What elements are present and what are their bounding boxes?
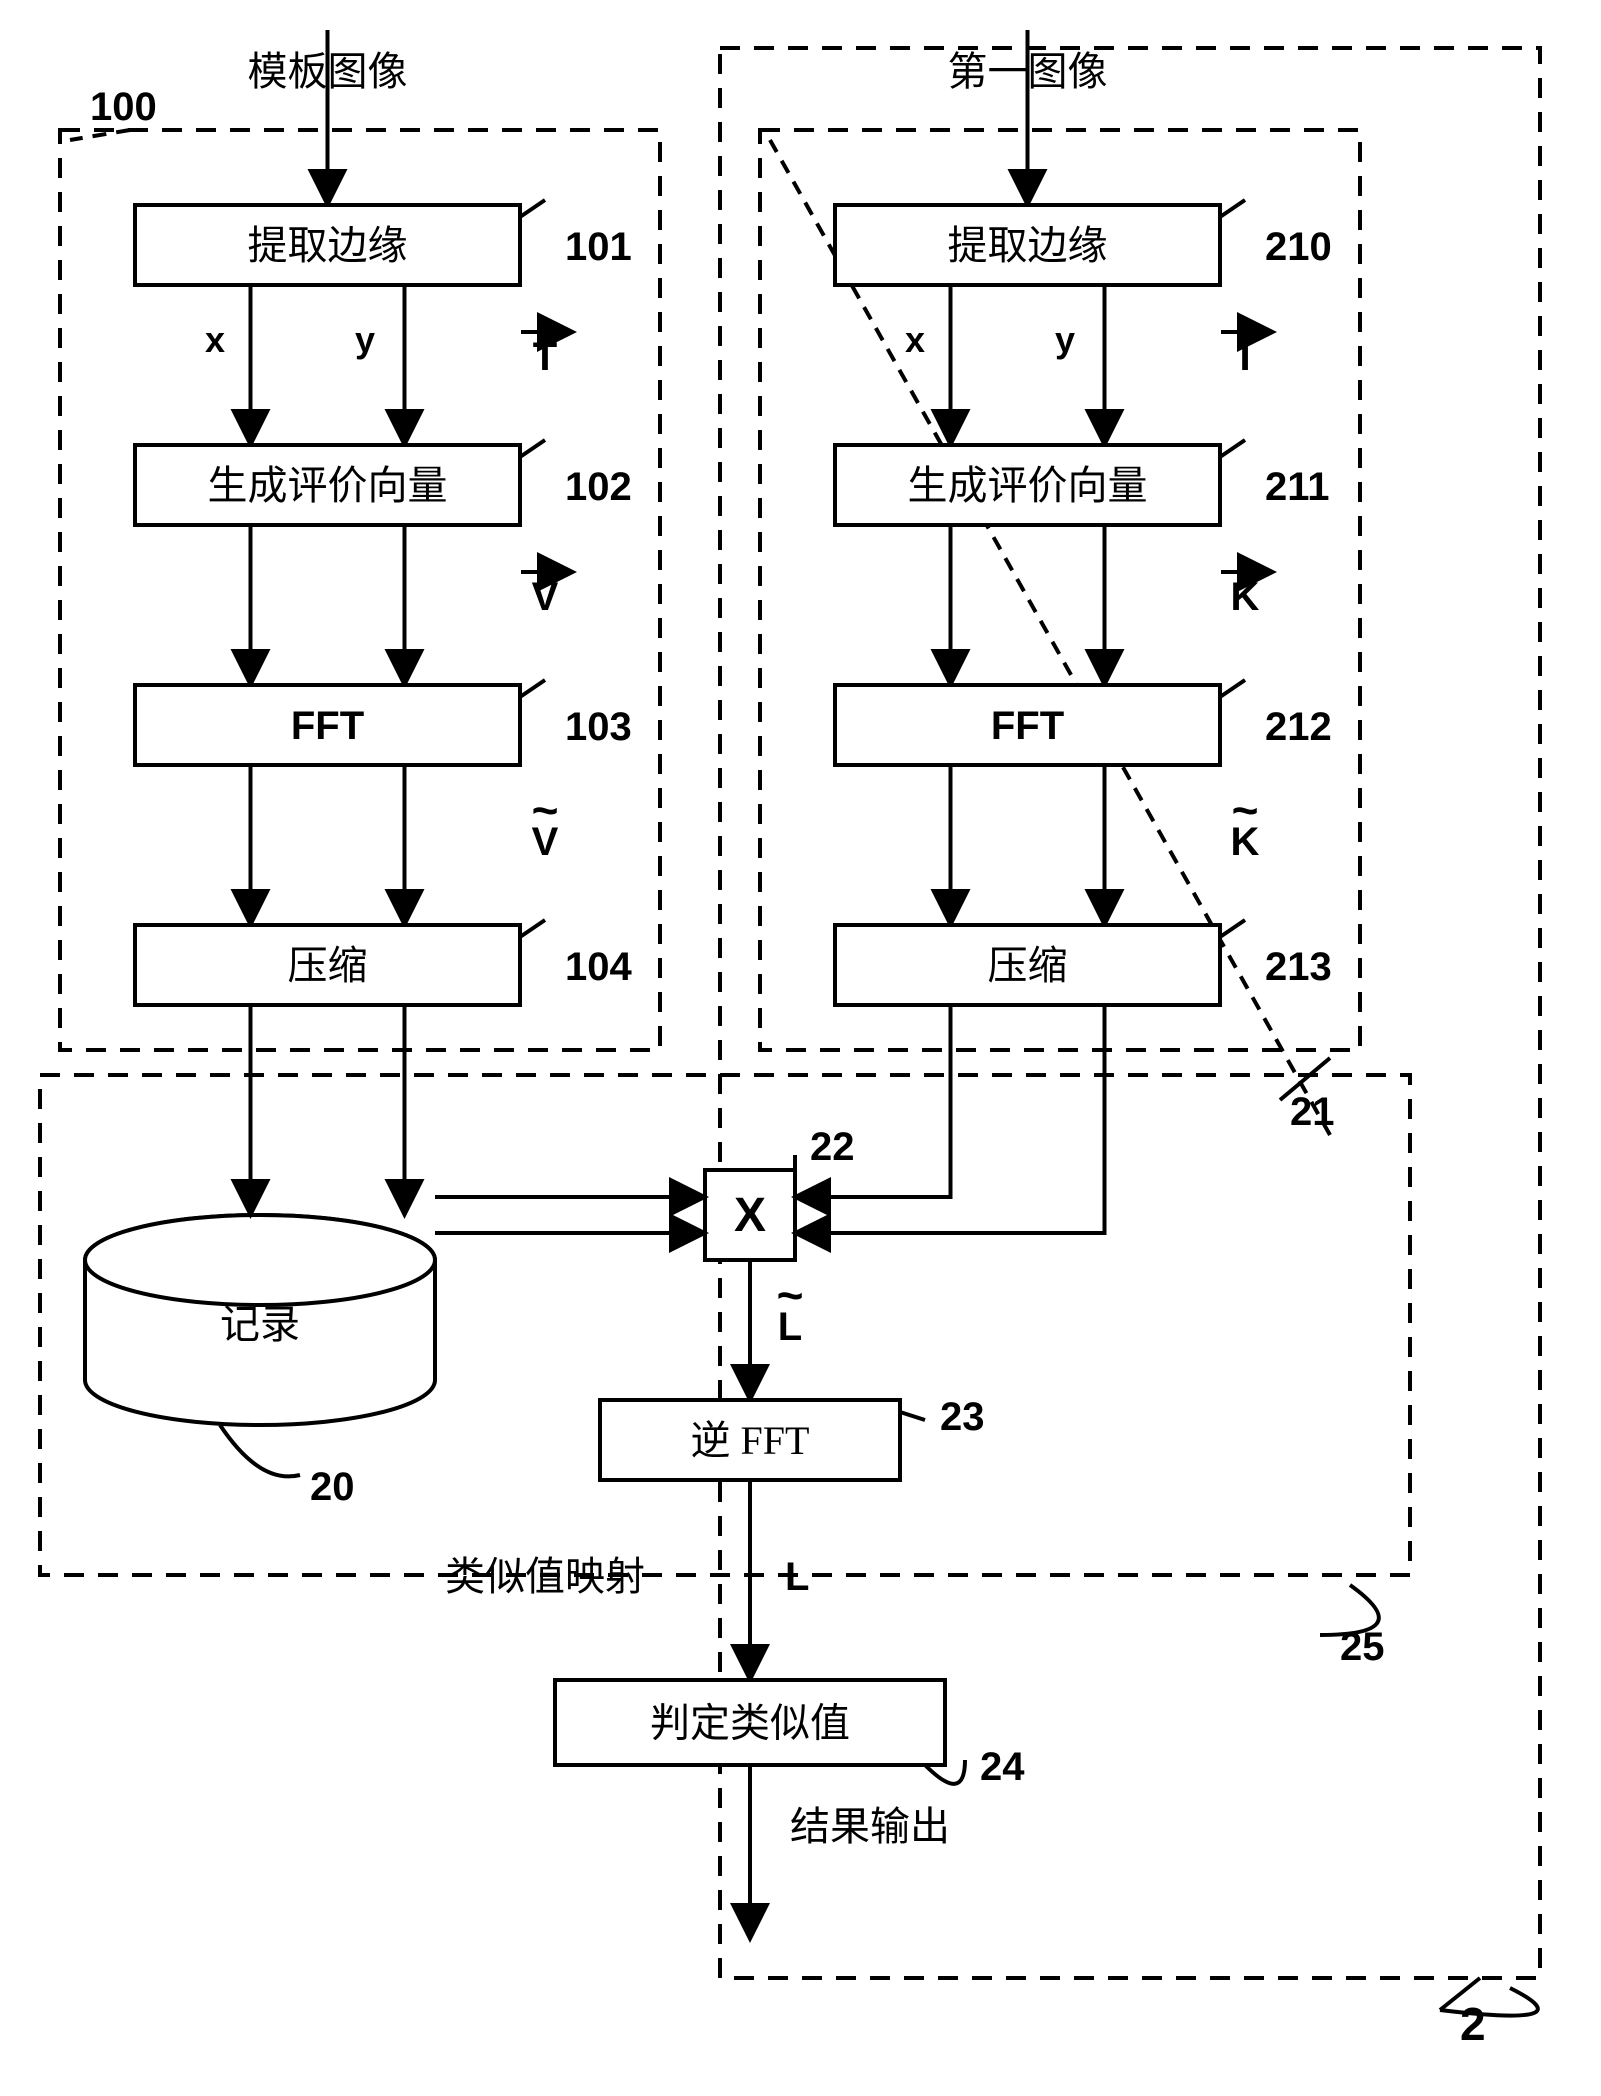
judge-num: 24 <box>980 1745 1025 1789</box>
box-num-212: 212 <box>1265 705 1332 749</box>
connector <box>1220 440 1245 457</box>
judge-label: 判定类似值 <box>650 1701 850 1746</box>
box-label-210: 提取边缘 <box>948 223 1108 268</box>
box-label-211: 生成评价向量 <box>908 463 1148 508</box>
group-num-25: 25 <box>1340 1625 1385 1669</box>
record-top2 <box>85 1215 435 1305</box>
multiply-symbol: X <box>734 1189 766 1242</box>
L-label: L <box>785 1555 809 1599</box>
multiply-num: 22 <box>810 1125 855 1169</box>
box-num-103: 103 <box>565 705 632 749</box>
record-label: 记录 <box>220 1302 300 1347</box>
connector <box>520 200 545 217</box>
result-label: 结果输出 <box>790 1804 950 1849</box>
ifft-num: 23 <box>940 1395 985 1439</box>
box-num-213: 213 <box>1265 945 1332 989</box>
connector <box>520 680 545 697</box>
box-label-104: 压缩 <box>288 943 368 988</box>
box-label-102: 生成评价向量 <box>208 463 448 508</box>
connector <box>1220 680 1245 697</box>
leader <box>1440 1988 1538 2016</box>
box-label-101: 提取边缘 <box>248 223 408 268</box>
connector <box>520 440 545 457</box>
vector-label: T <box>533 335 557 379</box>
y-label: y <box>1055 319 1075 360</box>
vector-label: I <box>1239 335 1250 379</box>
connector <box>1220 920 1245 937</box>
connector <box>900 1412 925 1420</box>
x-label: x <box>205 319 225 360</box>
stack-group-num: 100 <box>90 85 157 129</box>
connector <box>520 920 545 937</box>
box-num-102: 102 <box>565 465 632 509</box>
record-num: 20 <box>310 1465 355 1509</box>
tilde-mark: ~ <box>532 784 559 836</box>
x-label: x <box>905 319 925 360</box>
group-num-2: 2 <box>1460 1998 1486 2050</box>
box-label-103: FFT <box>291 704 364 748</box>
vector-label: K <box>1231 575 1260 619</box>
box-num-210: 210 <box>1265 225 1332 269</box>
connector <box>1220 200 1245 217</box>
box-label-213: 压缩 <box>988 943 1068 988</box>
box-num-211: 211 <box>1265 465 1330 509</box>
box-num-104: 104 <box>565 945 632 989</box>
ifft-label: 逆 FFT <box>691 1418 810 1463</box>
box-num-101: 101 <box>565 225 632 269</box>
tilde-mark: ~ <box>777 1269 804 1321</box>
y-label: y <box>355 319 375 360</box>
vector-label: V <box>532 575 559 619</box>
leader <box>220 1425 300 1476</box>
tilde-mark: ~ <box>1232 784 1259 836</box>
map-label: 类似值映射 <box>445 1554 645 1599</box>
box-label-212: FFT <box>991 704 1064 748</box>
